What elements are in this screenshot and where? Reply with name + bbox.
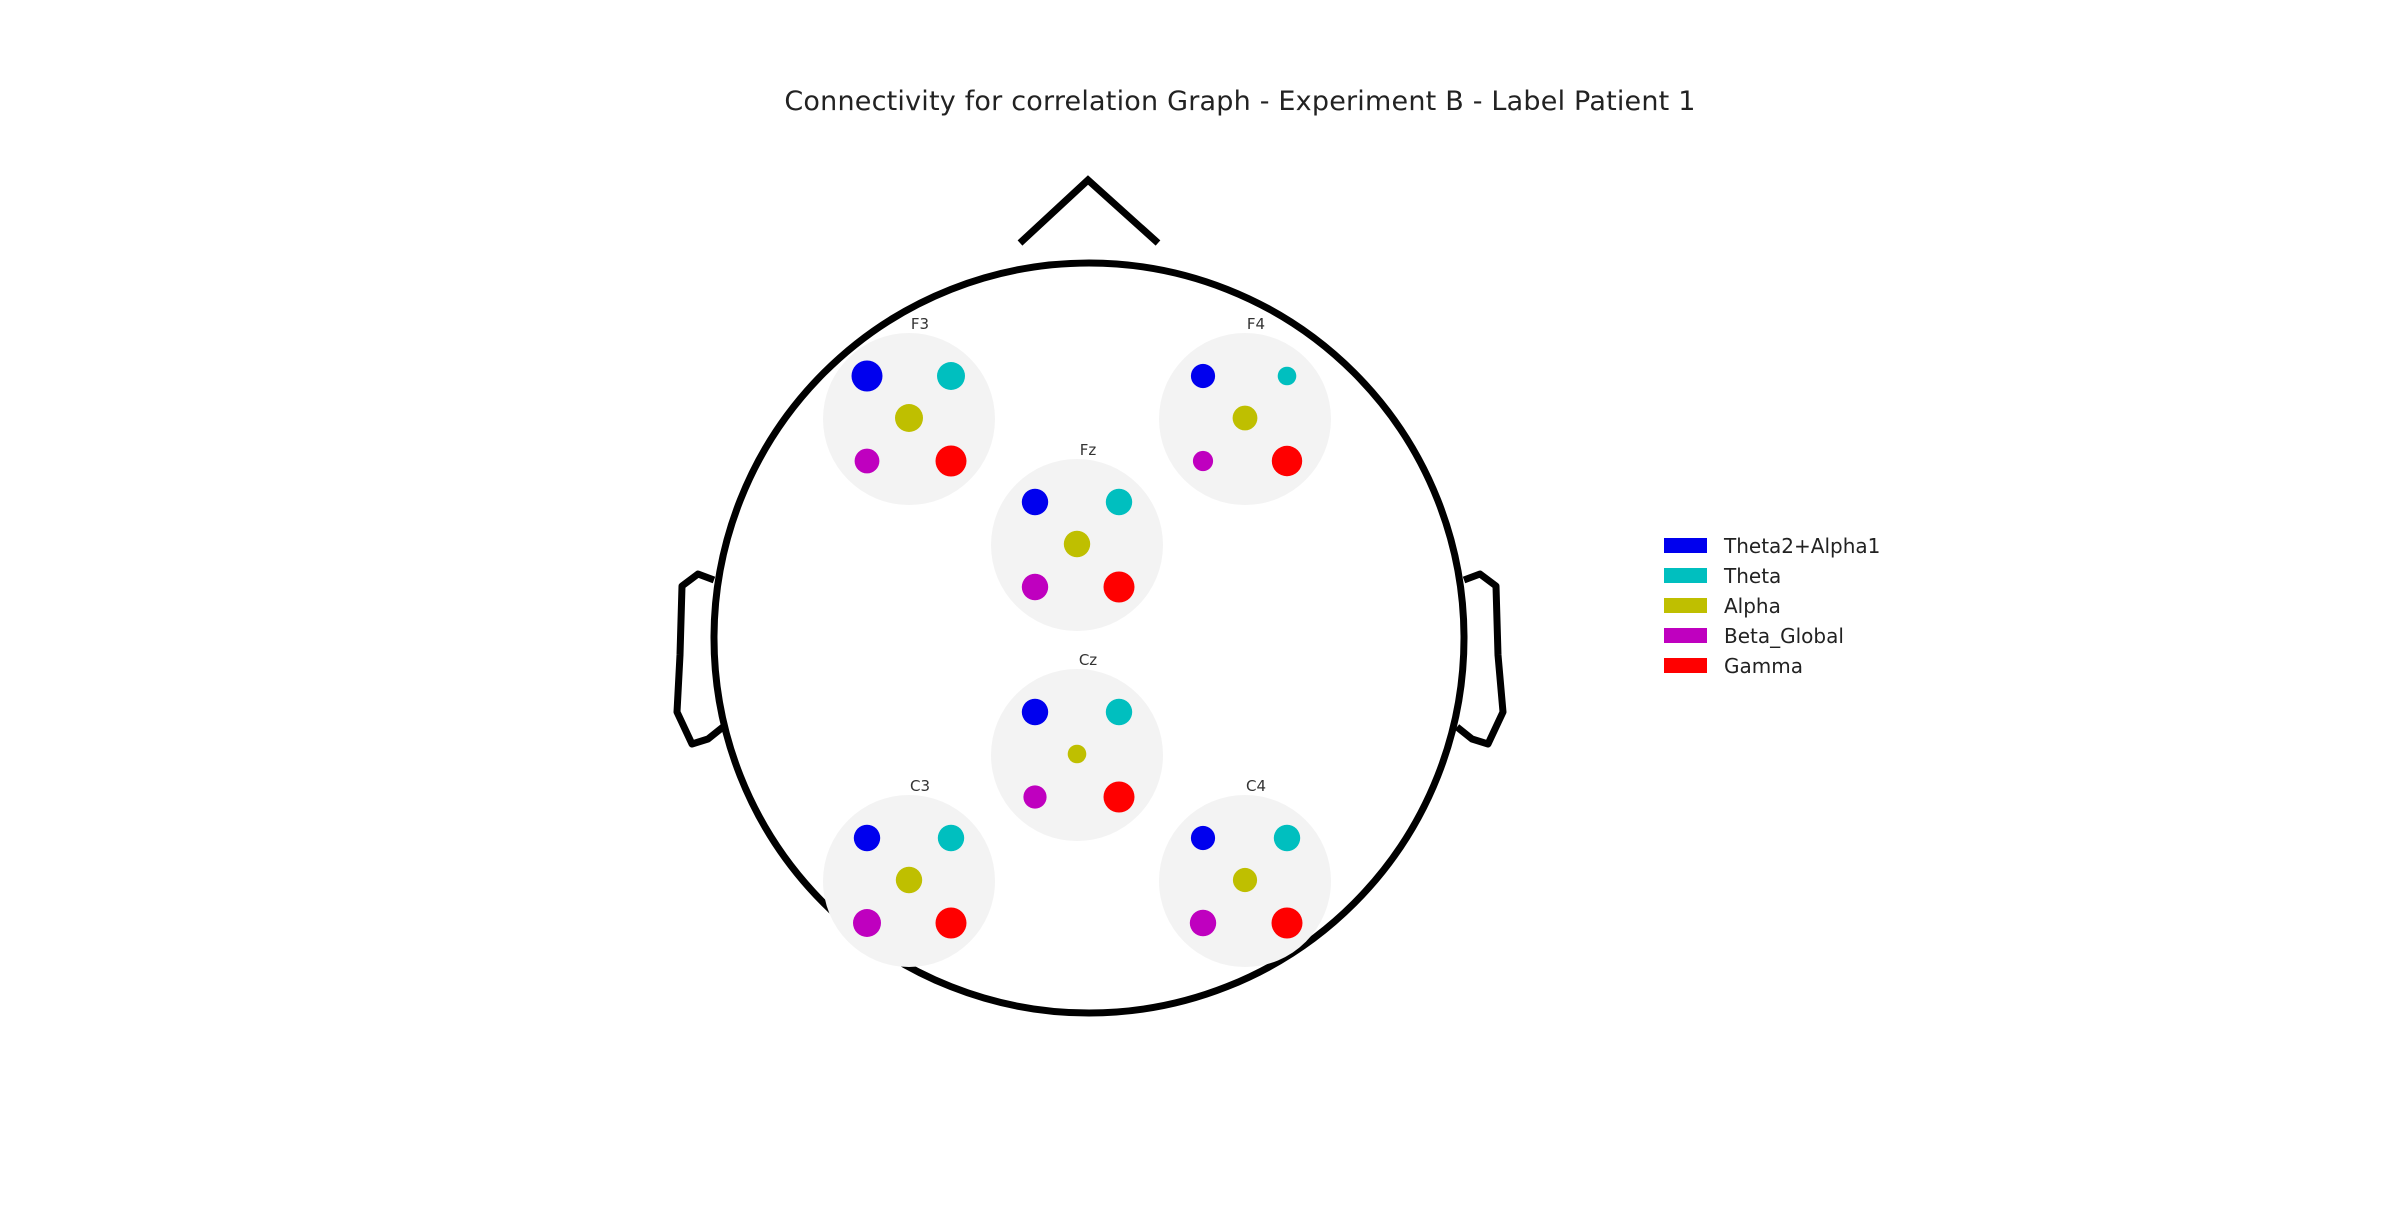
electrode-cz: Cz: [991, 651, 1163, 841]
legend-label: Alpha: [1724, 594, 1781, 618]
band-dot-alpha: [1232, 405, 1258, 431]
electrodes-layer: F3 F4 Fz Cz C3 C4: [823, 315, 1331, 967]
electrode-label: C4: [1246, 777, 1266, 795]
band-dot-theta2-alpha1: [1190, 363, 1216, 389]
legend-swatch: [1664, 538, 1707, 553]
band-dot-beta-global: [1189, 909, 1217, 937]
band-dot-gamma: [935, 445, 967, 477]
legend-label: Theta: [1723, 564, 1781, 588]
legend-swatch: [1664, 628, 1707, 643]
legend-swatch: [1664, 568, 1707, 583]
band-dot-beta-global: [1192, 450, 1214, 472]
figure-title: Connectivity for correlation Graph - Exp…: [784, 86, 1696, 117]
band-dot-theta2-alpha1: [853, 824, 881, 852]
legend-swatch: [1664, 598, 1707, 613]
electrode-fz: Fz: [991, 441, 1163, 631]
legend-label: Theta2+Alpha1: [1723, 534, 1880, 558]
left-ear: [673, 570, 726, 748]
electrode-c4: C4: [1159, 777, 1331, 967]
band-dot-beta-global: [854, 448, 880, 474]
nose-outline: [1017, 175, 1161, 246]
band-dot-theta: [1273, 824, 1301, 852]
legend-item: Gamma: [1664, 654, 1803, 678]
band-dot-gamma: [1271, 907, 1303, 939]
legend-item: Alpha: [1664, 594, 1781, 618]
right-ear: [1454, 570, 1507, 748]
band-dot-theta2-alpha1: [1190, 825, 1216, 851]
band-dot-gamma: [1103, 571, 1135, 603]
legend-label: Beta_Global: [1724, 624, 1844, 648]
band-dot-theta: [1277, 366, 1297, 386]
band-dot-alpha: [1232, 867, 1258, 893]
band-dot-theta2-alpha1: [851, 360, 883, 392]
band-dot-gamma: [1271, 445, 1303, 477]
band-dot-theta2-alpha1: [1021, 488, 1049, 516]
electrode-f3: F3: [823, 315, 995, 505]
band-dot-beta-global: [1021, 573, 1049, 601]
electrode-label: Cz: [1079, 651, 1097, 669]
band-dot-theta: [1105, 698, 1133, 726]
legend-swatch: [1664, 658, 1707, 673]
band-dot-beta-global: [1023, 785, 1047, 809]
band-dot-theta2-alpha1: [1021, 698, 1049, 726]
band-dot-alpha: [1063, 530, 1091, 558]
legend: Theta2+Alpha1 Theta Alpha Beta_Global Gamma: [1664, 534, 1880, 678]
electrode-label: C3: [910, 777, 930, 795]
legend-item: Theta: [1664, 564, 1781, 588]
band-dot-theta: [1105, 488, 1133, 516]
band-dot-alpha: [895, 404, 923, 432]
band-dot-gamma: [1103, 781, 1135, 813]
electrode-f4: F4: [1159, 315, 1331, 505]
band-dot-beta-global: [853, 909, 881, 937]
electrode-label: Fz: [1080, 441, 1097, 459]
band-dot-alpha: [895, 866, 923, 894]
electrode-label: F3: [911, 315, 929, 333]
legend-item: Theta2+Alpha1: [1664, 534, 1880, 558]
electrode-label: F4: [1247, 315, 1265, 333]
legend-item: Beta_Global: [1664, 624, 1844, 648]
band-dot-theta: [937, 824, 965, 852]
band-dot-gamma: [935, 907, 967, 939]
band-dot-theta: [937, 362, 965, 390]
electrode-c3: C3: [823, 777, 995, 967]
band-dot-alpha: [1067, 744, 1087, 764]
legend-label: Gamma: [1724, 654, 1803, 678]
